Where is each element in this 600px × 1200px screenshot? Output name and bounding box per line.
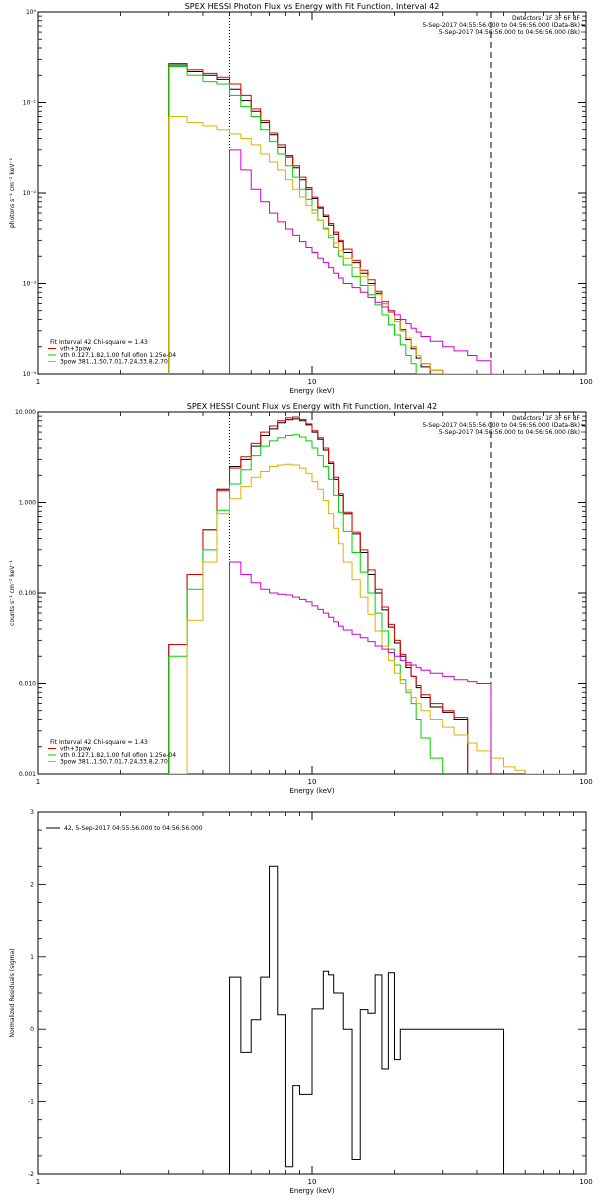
x-tick-label: 10 (308, 778, 317, 786)
x-tick-label: 100 (579, 778, 592, 786)
legend-bottom-line: 3pow 381.,1.50,7.01,7.24,33.8,2.70 (60, 759, 168, 766)
legend-top-line: Detectors: 1F 3F 6F 8F (512, 15, 581, 22)
legend-bottom-line: vth+3pow (60, 746, 91, 753)
y-tick-label: 10⁰ (26, 9, 37, 16)
legend-top-line: Detectors: 1F 3F 6F 8F (512, 415, 581, 422)
series-line-4 (168, 463, 574, 774)
y-tick-label: 3 (30, 809, 34, 816)
legend-top-line: 5-Sep-2017 04:55:56.000 to 04:56:56.000 … (422, 22, 580, 29)
y-axis-label: photons s⁻¹ cm⁻² keV⁻¹ (9, 157, 16, 228)
series-line-5 (229, 561, 492, 774)
plot-frame (37, 411, 587, 775)
legend-top-line: 5-Sep-2017 04:56:56.000 to 04:56:56.000 … (439, 429, 580, 436)
series-line-5 (229, 149, 492, 374)
series-line-3 (168, 65, 443, 374)
chart-title: SPEX HESSI Count Flux vs Energy with Fit… (187, 402, 438, 411)
legend-bottom-line: Fit Interval 42 Chi-square = 1.43 (50, 739, 148, 746)
series-line-1 (168, 418, 469, 774)
series-line-1 (168, 64, 491, 374)
series-line-4 (168, 116, 544, 374)
x-axis-label: Energy (keV) (289, 387, 334, 395)
residual-legend: 42, 5-Sep-2017 04:55:56.000 to 04:56:56.… (64, 825, 203, 832)
x-axis-label: Energy (keV) (289, 1187, 334, 1195)
chart-panel-1: SPEX HESSI Photon Flux vs Energy with Fi… (9, 2, 593, 395)
x-tick-label: 1 (36, 1178, 40, 1186)
series-line-3 (168, 434, 444, 774)
y-tick-label: -1 (28, 1099, 34, 1106)
y-tick-label: 1 (30, 954, 34, 961)
y-tick-label: -2 (28, 1171, 34, 1178)
chart-title: SPEX HESSI Photon Flux vs Energy with Fi… (185, 2, 440, 11)
x-tick-label: 1 (36, 378, 40, 386)
chart-panel-3: 1 10 100 Energy (keV) -2 -1 0 1 2 3 Normalized Res… (9, 809, 593, 1195)
y-tick-label: 10.000 (15, 409, 36, 416)
y-tick-label: 0.010 (19, 681, 36, 688)
y-tick-label: 0 (30, 1026, 34, 1033)
y-tick-label: 0.100 (19, 590, 36, 597)
x-tick-label: 100 (579, 378, 592, 386)
legend-bottom-line: vth 0.127,1.82,1.00 full ofion 1.25e-04 (60, 352, 176, 359)
series-line-1 (229, 865, 505, 1174)
x-tick-label: 10 (308, 1178, 317, 1186)
legend-bottom-line: 3pow 381.,1.50,7.01,7.24,33.8,2.70 (60, 359, 168, 366)
series-line-2 (168, 62, 491, 374)
y-axis-label: counts s⁻¹ cm⁻² keV⁻¹ (9, 560, 16, 626)
y-axis-label: Normalized Residuals (sigma) (9, 948, 16, 1037)
x-tick-label: 1 (36, 778, 40, 786)
y-tick-label: 2 (30, 881, 34, 888)
y-tick-label: 10⁻² (23, 190, 37, 197)
legend-bottom-line: Fit Interval 42 Chi-square = 1.43 (50, 339, 148, 346)
y-tick-label: 10⁻⁴ (23, 371, 37, 378)
legend-bottom-line: vth+3pow (60, 346, 91, 353)
x-axis-label: Energy (keV) (289, 787, 334, 795)
y-tick-label: 1.000 (19, 500, 36, 507)
y-tick-label: 10⁻³ (23, 281, 37, 288)
chart-panel-2: SPEX HESSI Count Flux vs Energy with Fit… (9, 402, 593, 795)
y-tick-label: 0.001 (19, 771, 36, 778)
legend-bottom-line: vth 0.127,1.82,1.00 full ofion 1.25e-04 (60, 752, 176, 759)
legend-top-line: 5-Sep-2017 04:55:56.000 to 04:56:56.000 … (422, 422, 580, 429)
y-tick-label: 10⁻¹ (23, 100, 37, 107)
series-line-2 (168, 416, 469, 774)
x-tick-label: 10 (308, 378, 317, 386)
x-tick-label: 100 (579, 1178, 592, 1186)
legend-top-line: 5-Sep-2017 04:56:56.000 to 04:56:56.000 … (439, 29, 580, 36)
